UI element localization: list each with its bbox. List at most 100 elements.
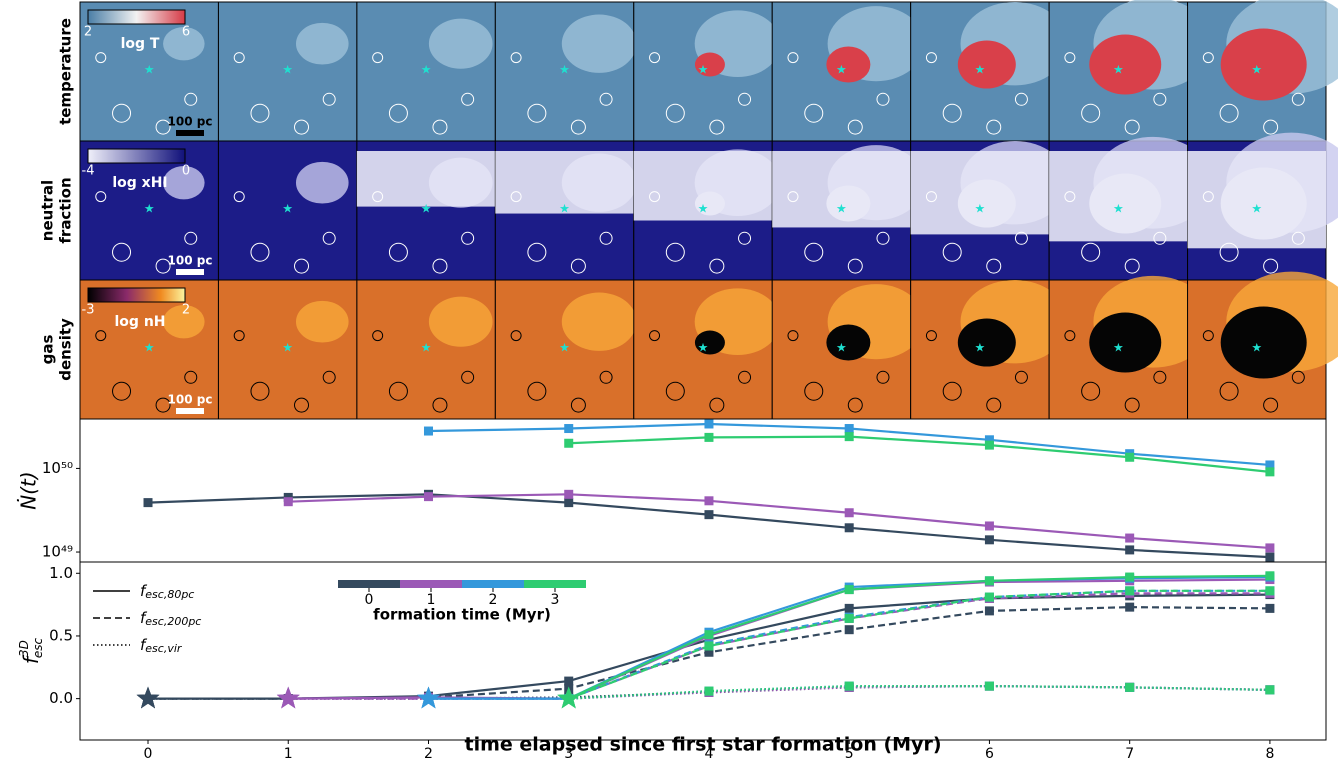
halo — [1064, 191, 1076, 203]
marker — [1125, 586, 1135, 596]
halo — [1202, 52, 1214, 64]
colorbar-label: formation time (Myr) — [373, 606, 551, 624]
marker — [984, 681, 994, 691]
star: ★ — [421, 63, 432, 77]
halo — [1124, 258, 1140, 274]
y-axis-label: Ṅ(t) — [17, 471, 41, 509]
x-tick-label: 6 — [985, 746, 994, 761]
legend-main: f — [140, 636, 148, 654]
halo — [738, 370, 752, 384]
halo — [527, 381, 547, 401]
halo — [738, 231, 752, 245]
halo — [942, 103, 962, 123]
star: ★ — [836, 202, 847, 216]
colorbar-tick-label: 1 — [427, 592, 436, 608]
star: ★ — [559, 341, 570, 355]
legend-sub: esc,vir — [145, 642, 183, 655]
halo — [322, 231, 336, 245]
halo — [925, 330, 937, 342]
x-tick-label: 5 — [845, 746, 854, 761]
halo — [847, 119, 863, 135]
y-axis-label-main: f — [19, 654, 43, 664]
map-feature — [694, 330, 725, 355]
halo — [847, 258, 863, 274]
halo — [432, 397, 448, 413]
map-feature — [826, 324, 871, 361]
formation-star — [276, 686, 300, 709]
halo — [649, 52, 661, 64]
halo — [1124, 397, 1140, 413]
marker — [704, 647, 714, 657]
marker — [283, 497, 293, 507]
legend-label: fesc,vir — [140, 636, 183, 656]
halo — [986, 397, 1002, 413]
colorbar-label: log nH — [115, 314, 166, 330]
halo — [804, 242, 824, 262]
y-tick-label: 0.0 — [49, 689, 73, 707]
star: ★ — [144, 341, 155, 355]
colorbar-tick-label: -3 — [82, 303, 95, 318]
halo — [322, 370, 336, 384]
halo — [1124, 119, 1140, 135]
halo — [432, 258, 448, 274]
halo — [1153, 92, 1167, 106]
halo — [527, 103, 547, 123]
halo — [599, 92, 613, 106]
marker — [984, 535, 994, 545]
halo — [432, 119, 448, 135]
y-axis-label-sub: esc — [31, 638, 45, 659]
series-line — [568, 574, 1270, 700]
map-feature — [295, 22, 349, 65]
colorbar-tick-label: 6 — [182, 25, 190, 40]
marker — [1125, 545, 1135, 555]
marker — [984, 521, 994, 531]
legend-sub: esc,80pc — [145, 588, 194, 601]
colorbar — [87, 9, 186, 25]
halo — [1153, 370, 1167, 384]
star: ★ — [282, 341, 293, 355]
halo — [1219, 103, 1239, 123]
scale-bar-label: 100 pc — [168, 254, 213, 268]
map-feature — [561, 292, 637, 351]
halo — [372, 330, 384, 342]
legend-sub: esc,200pc — [145, 615, 201, 628]
legend-main: f — [140, 609, 148, 627]
marker — [704, 432, 714, 442]
star: ★ — [975, 63, 986, 77]
row-label: fraction — [57, 177, 75, 243]
halo — [95, 330, 107, 342]
halo — [1064, 52, 1076, 64]
star: ★ — [559, 202, 570, 216]
legend-main: f — [140, 582, 148, 600]
marker — [704, 630, 714, 640]
marker — [984, 435, 994, 445]
marker — [844, 424, 854, 434]
star: ★ — [698, 341, 709, 355]
halo — [322, 92, 336, 106]
map-feature — [428, 18, 493, 69]
marker — [423, 492, 433, 502]
x-tick-label: 7 — [1125, 746, 1134, 761]
series-line — [568, 589, 1270, 700]
marker — [1265, 552, 1275, 562]
marker — [704, 496, 714, 506]
halo — [1219, 242, 1239, 262]
marker — [704, 419, 714, 429]
map-feature — [957, 318, 1016, 367]
halo — [388, 103, 408, 123]
halo — [294, 397, 310, 413]
y-axis-label: f3Desc — [17, 638, 45, 665]
halo — [709, 258, 725, 274]
halo — [1263, 258, 1279, 274]
y-tick-label: 1.0 — [49, 564, 73, 582]
colorbar-segment — [462, 580, 524, 588]
x-tick-label: 0 — [144, 746, 153, 761]
y-axis-label-sup: 3D — [17, 640, 31, 657]
map-feature — [495, 151, 634, 214]
halo — [1081, 103, 1101, 123]
marker — [844, 523, 854, 533]
halo — [294, 119, 310, 135]
halo — [372, 52, 384, 64]
halo — [461, 370, 475, 384]
